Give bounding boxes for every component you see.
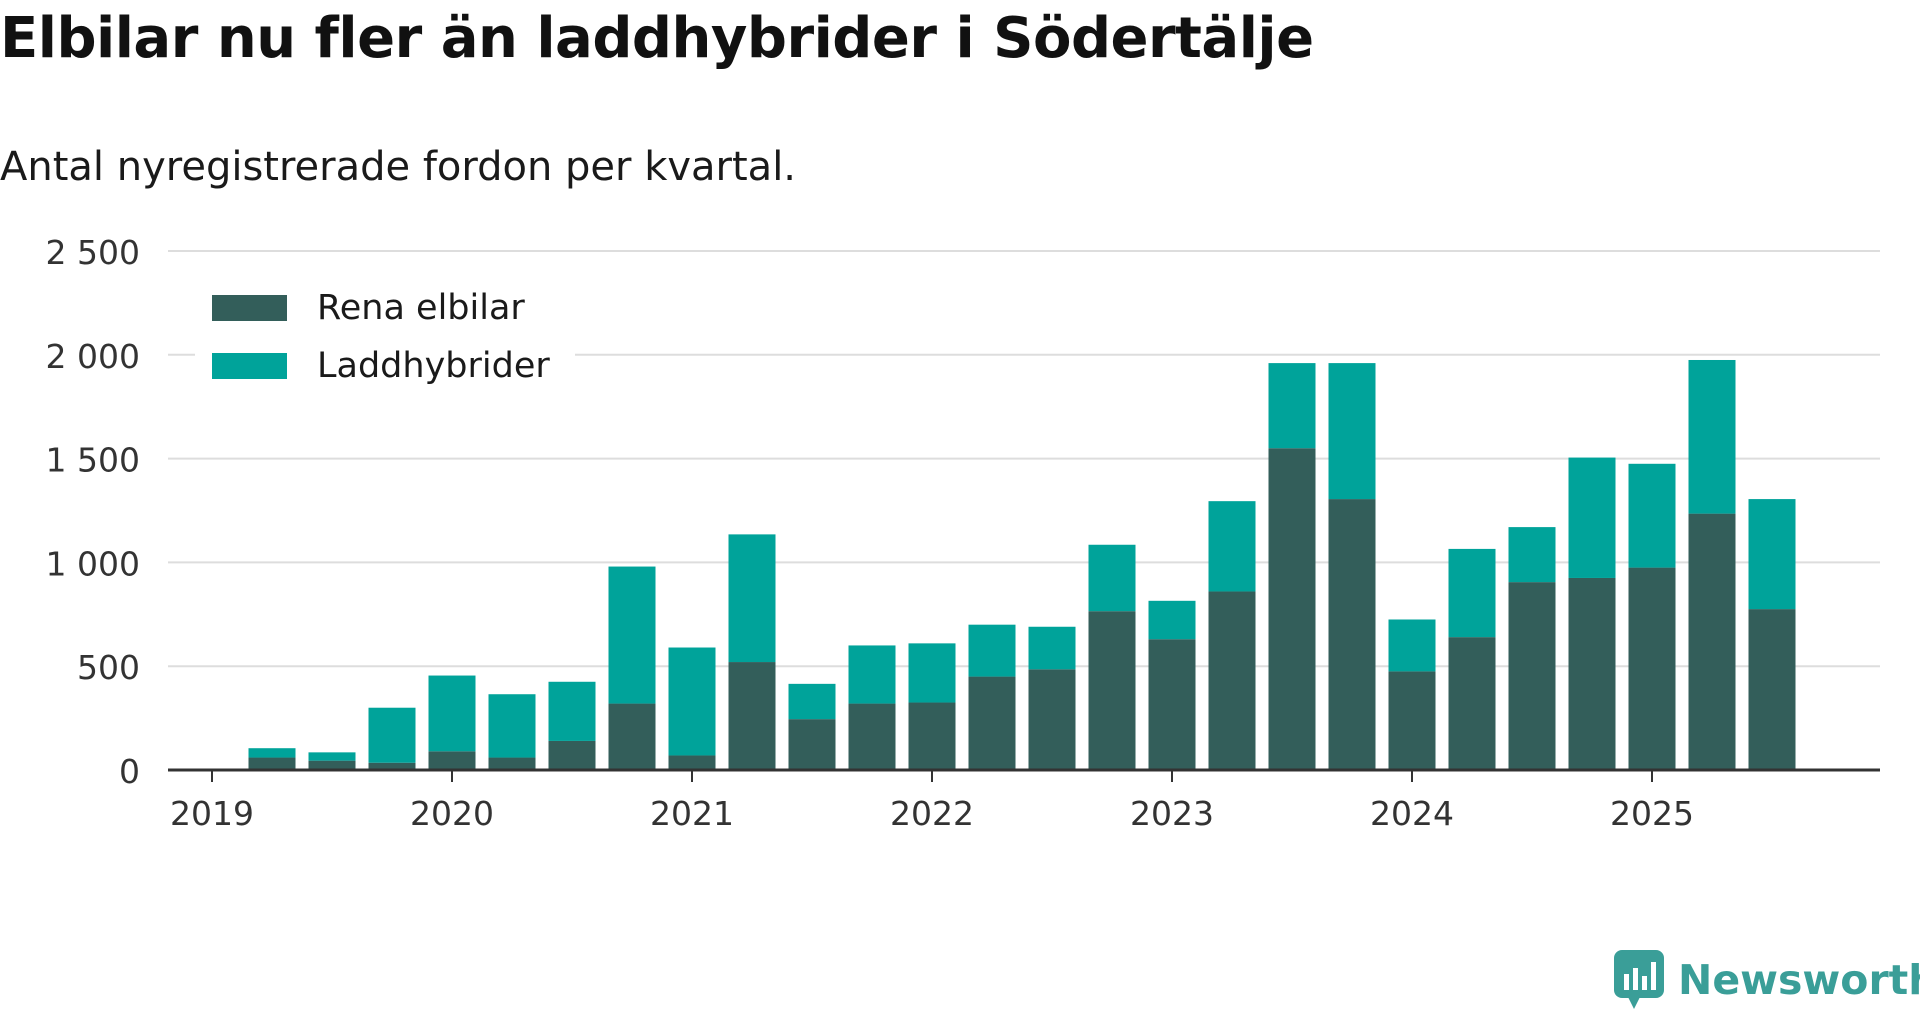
bar-laddhybrider <box>908 643 956 703</box>
bar-rena-elbilar <box>608 703 656 770</box>
bar-laddhybrider <box>1628 463 1676 568</box>
chart-title: Elbilar nu fler än laddhybrider i Södert… <box>0 6 1314 71</box>
bar-laddhybrider <box>608 566 656 704</box>
bar-rena-elbilar <box>1208 591 1256 770</box>
bar-laddhybrider <box>428 675 476 752</box>
bar-laddhybrider <box>1088 544 1136 612</box>
x-tick-label: 2021 <box>650 794 734 833</box>
brand-name: Newsworthy <box>1678 956 1920 1004</box>
bar-rena-elbilar <box>1148 639 1196 770</box>
bar-rena-elbilar <box>1388 671 1436 770</box>
bar-laddhybrider <box>668 647 716 756</box>
bar-rena-elbilar <box>1088 611 1136 770</box>
bar-rena-elbilar <box>548 740 596 770</box>
x-tick-label: 2023 <box>1130 794 1214 833</box>
bar-rena-elbilar <box>1448 637 1496 770</box>
legend-label: Laddhybrider <box>317 346 550 386</box>
bar-rena-elbilar <box>968 676 1016 770</box>
bar-laddhybrider <box>1388 619 1436 672</box>
bar-laddhybrider <box>308 752 356 761</box>
bar-rena-elbilar <box>1568 577 1616 770</box>
bar-rena-elbilar <box>368 762 416 770</box>
bar-laddhybrider <box>488 694 536 758</box>
bar-laddhybrider <box>1748 499 1796 610</box>
bar-rena-elbilar <box>1508 582 1556 770</box>
bar-rena-elbilar <box>1628 567 1676 770</box>
y-tick-label: 2 500 <box>46 233 140 272</box>
bar-rena-elbilar <box>308 760 356 770</box>
bar-rena-elbilar <box>248 757 296 770</box>
bar-rena-elbilar <box>908 702 956 770</box>
bar-laddhybrider <box>1268 363 1316 449</box>
bar-rena-elbilar <box>1748 609 1796 770</box>
chart-subtitle: Antal nyregistrerade fordon per kvartal. <box>0 144 797 190</box>
y-tick-label: 2 000 <box>46 337 140 376</box>
newsworthy-logo: Newsworthy <box>1614 950 1920 1010</box>
bar-rena-elbilar <box>488 757 536 770</box>
bar-rena-elbilar <box>848 703 896 770</box>
bar-rena-elbilar <box>1268 448 1316 770</box>
bar-rena-elbilar <box>728 662 776 770</box>
bar-laddhybrider <box>968 624 1016 677</box>
bar-rena-elbilar <box>668 755 716 770</box>
x-tick-label: 2024 <box>1370 794 1454 833</box>
newsworthy-logo-icon <box>1614 950 1664 1009</box>
bar-rena-elbilar <box>1688 513 1736 770</box>
bar-rena-elbilar <box>428 751 476 770</box>
bar-laddhybrider <box>1148 600 1196 640</box>
bar-laddhybrider <box>1028 626 1076 670</box>
y-tick-label: 0 <box>119 752 140 791</box>
x-tick-label: 2025 <box>1610 794 1694 833</box>
bar-laddhybrider <box>1688 359 1736 514</box>
x-tick-label: 2022 <box>890 794 974 833</box>
bar-rena-elbilar <box>1328 499 1376 770</box>
bar-laddhybrider <box>848 645 896 704</box>
legend-swatch-rena-elbilar <box>212 295 287 321</box>
bar-laddhybrider <box>1508 527 1556 583</box>
legend-background <box>195 330 575 448</box>
bar-laddhybrider <box>1208 501 1256 592</box>
bar-laddhybrider <box>728 534 776 663</box>
x-tick-label: 2020 <box>410 794 494 833</box>
legend-swatch-laddhybrider <box>212 353 287 379</box>
legend-label: Rena elbilar <box>317 288 525 328</box>
y-tick-label: 500 <box>77 648 140 687</box>
x-tick-label: 2019 <box>170 794 254 833</box>
bar-laddhybrider <box>248 748 296 758</box>
bar-laddhybrider <box>788 683 836 720</box>
bar-laddhybrider <box>1568 457 1616 578</box>
bar-laddhybrider <box>548 681 596 741</box>
bar-laddhybrider <box>368 707 416 763</box>
bar-rena-elbilar <box>788 719 836 770</box>
y-tick-label: 1 000 <box>46 544 140 583</box>
bar-laddhybrider <box>1448 548 1496 638</box>
bar-laddhybrider <box>1328 363 1376 500</box>
y-tick-label: 1 500 <box>46 441 140 480</box>
bar-rena-elbilar <box>1028 669 1076 770</box>
